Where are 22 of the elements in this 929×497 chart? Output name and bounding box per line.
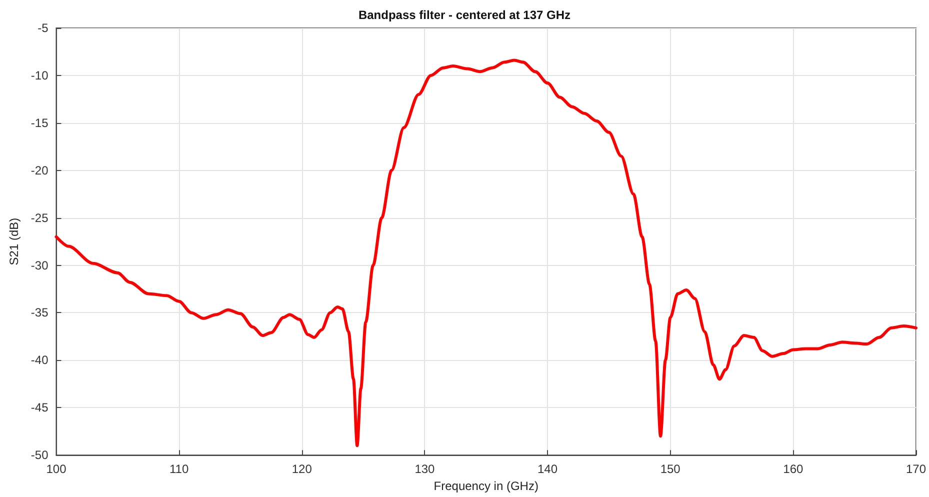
x-tick-label: 170 xyxy=(906,462,926,476)
x-tick-label: 150 xyxy=(660,462,681,476)
y-tick-label: -10 xyxy=(30,68,49,82)
y-tick-label: -40 xyxy=(30,353,49,368)
y-tick-label: -15 xyxy=(30,116,49,130)
x-tick-label: 110 xyxy=(169,462,189,476)
y-tick-label: -5 xyxy=(38,21,49,35)
y-tick-label: -25 xyxy=(30,210,49,225)
x-axis-title: Frequency in (GHz) xyxy=(434,479,538,493)
y-tick-label: -45 xyxy=(30,400,49,415)
y-tick-label: -20 xyxy=(30,163,49,178)
y-tick-label: -50 xyxy=(30,448,49,462)
x-tick-label: 160 xyxy=(783,462,804,476)
y-tick-label: -35 xyxy=(30,306,49,320)
x-tick-label: 120 xyxy=(292,462,312,476)
x-tick-label: 130 xyxy=(414,462,436,476)
y-tick-label: -30 xyxy=(30,258,49,272)
chart-title: Bandpass filter - centered at 137 GHz xyxy=(358,8,571,22)
x-tick-label: 140 xyxy=(538,462,558,476)
x-tick-label: 100 xyxy=(46,462,67,476)
y-axis-title: S21 (dB) xyxy=(7,218,21,266)
line-series xyxy=(54,58,918,448)
